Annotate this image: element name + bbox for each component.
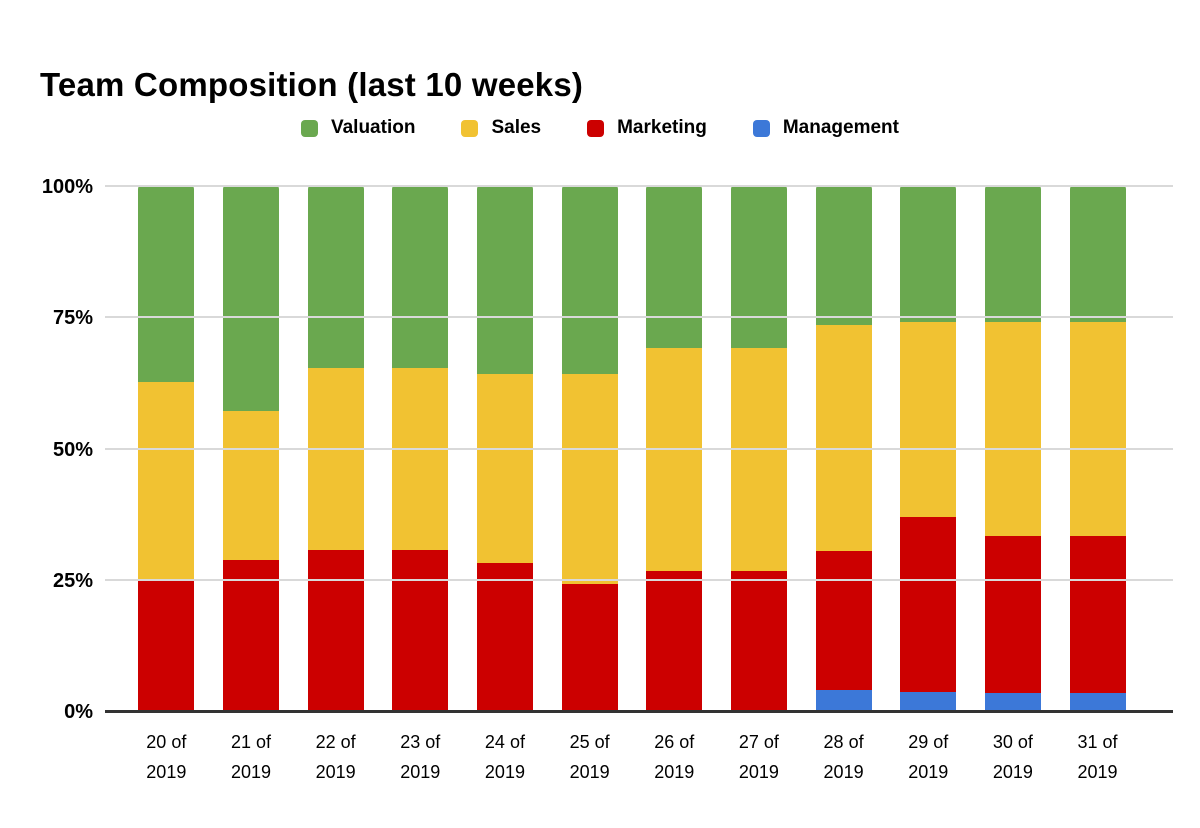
legend-label: Management — [782, 117, 899, 138]
chart: 0% 25% 50% 75% 100% 20 of 2019 21 of 2019 22 o… — [0, 176, 1200, 828]
y-axis-label: 0% — [64, 701, 93, 723]
bar-column — [392, 185, 449, 710]
valuation-segment[interactable] — [392, 185, 449, 368]
valuation-segment[interactable] — [561, 185, 618, 374]
x-axis-label: 28 of 2019 — [823, 732, 864, 782]
legend-swatch-icon — [587, 119, 605, 137]
x-axis-label: 21 of 2019 — [230, 732, 271, 782]
valuation-segment[interactable] — [476, 185, 533, 374]
x-axis-label: 30 of 2019 — [992, 732, 1033, 782]
chart-title: Team Composition (last 10 weeks) — [40, 66, 584, 104]
management-segment[interactable] — [900, 692, 957, 710]
bar-column — [222, 185, 279, 710]
marketing-segment[interactable] — [730, 570, 787, 710]
management-segment[interactable] — [1069, 692, 1126, 710]
y-axis-label: 75% — [52, 307, 93, 330]
bar-column — [984, 185, 1041, 710]
valuation-segment[interactable] — [646, 185, 703, 348]
y-axis-label: 100% — [41, 176, 93, 198]
sales-segment[interactable] — [815, 325, 872, 551]
legend-swatch-icon — [461, 119, 479, 137]
sales-segment[interactable] — [222, 410, 279, 561]
gridline — [105, 447, 1173, 450]
x-axis-label: 29 of 2019 — [908, 732, 949, 782]
sales-segment[interactable] — [900, 321, 957, 517]
marketing-segment[interactable] — [222, 560, 279, 710]
marketing-segment[interactable] — [561, 584, 618, 710]
sales-segment[interactable] — [1069, 321, 1126, 537]
gridline — [105, 316, 1173, 319]
gridline — [105, 185, 1173, 187]
bar-column — [646, 185, 703, 710]
legend-item-management[interactable]: Management — [752, 117, 899, 139]
bar-column — [815, 185, 872, 710]
valuation-segment[interactable] — [138, 185, 195, 382]
marketing-segment[interactable] — [307, 550, 364, 710]
marketing-segment[interactable] — [646, 570, 703, 710]
management-segment[interactable] — [815, 690, 872, 710]
bar-column — [730, 185, 787, 710]
marketing-segment[interactable] — [815, 550, 872, 691]
sales-segment[interactable] — [561, 374, 618, 584]
plot-area — [105, 185, 1173, 713]
bars-container — [124, 185, 1140, 710]
x-axis-label: 23 of 2019 — [400, 732, 441, 782]
x-axis-label: 25 of 2019 — [569, 732, 610, 782]
sales-segment[interactable] — [984, 321, 1041, 537]
x-axis-label: 22 of 2019 — [315, 732, 356, 782]
valuation-segment[interactable] — [222, 185, 279, 411]
legend: Valuation Sales Marketing Management — [0, 117, 1200, 139]
marketing-segment[interactable] — [138, 578, 195, 710]
sales-segment[interactable] — [730, 347, 787, 571]
sales-segment[interactable] — [138, 381, 195, 579]
legend-label: Valuation — [330, 117, 416, 138]
sales-segment[interactable] — [307, 367, 364, 551]
bar-column — [307, 185, 364, 710]
marketing-segment[interactable] — [900, 516, 957, 693]
valuation-segment[interactable] — [900, 185, 957, 322]
legend-item-valuation[interactable]: Valuation — [300, 117, 416, 139]
y-axis-label: 25% — [52, 569, 93, 592]
sales-segment[interactable] — [476, 374, 533, 563]
bar-column — [900, 185, 957, 710]
valuation-segment[interactable] — [730, 185, 787, 348]
y-axis-label: 50% — [52, 438, 93, 461]
marketing-segment[interactable] — [392, 550, 449, 710]
legend-label: Marketing — [617, 117, 707, 138]
marketing-segment[interactable] — [476, 563, 533, 710]
x-axis-label: 26 of 2019 — [654, 732, 695, 782]
sales-segment[interactable] — [646, 347, 703, 571]
x-axis-label: 20 of 2019 — [146, 732, 187, 782]
legend-item-sales[interactable]: Sales — [461, 117, 541, 139]
bar-column — [561, 185, 618, 710]
bar-column — [138, 185, 195, 710]
sales-segment[interactable] — [392, 367, 449, 551]
bar-column — [476, 185, 533, 710]
gridline — [105, 578, 1173, 581]
marketing-segment[interactable] — [984, 536, 1041, 693]
legend-swatch-icon — [752, 119, 770, 137]
bar-column — [1069, 185, 1126, 710]
x-axis-label: 24 of 2019 — [484, 732, 525, 782]
x-axis-label: 27 of 2019 — [738, 732, 779, 782]
marketing-segment[interactable] — [1069, 536, 1126, 693]
legend-swatch-icon — [300, 119, 318, 137]
valuation-segment[interactable] — [984, 185, 1041, 322]
y-axis: 0% 25% 50% 75% 100% — [0, 176, 93, 828]
x-axis-label: 31 of 2019 — [1077, 732, 1118, 782]
valuation-segment[interactable] — [307, 185, 364, 368]
valuation-segment[interactable] — [1069, 185, 1126, 322]
valuation-segment[interactable] — [815, 185, 872, 326]
legend-item-marketing[interactable]: Marketing — [587, 117, 707, 139]
management-segment[interactable] — [984, 692, 1041, 710]
x-axis: 20 of 2019 21 of 2019 22 of 2019 23 of 2019… — [124, 727, 1140, 787]
legend-label: Sales — [491, 117, 542, 138]
